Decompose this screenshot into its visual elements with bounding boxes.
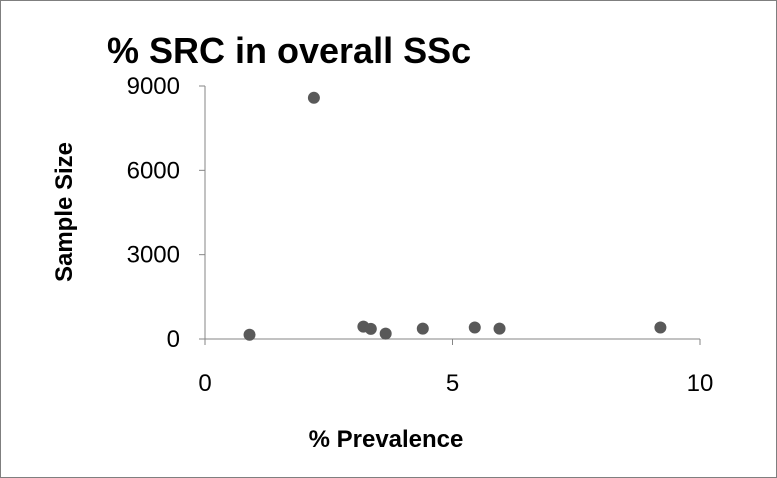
y-tick-label: 6000 <box>127 157 180 184</box>
y-axis-title: Sample Size <box>51 142 78 282</box>
x-tick-label: 10 <box>687 370 714 397</box>
data-point <box>493 322 506 335</box>
x-tick-label: 0 <box>198 370 211 397</box>
y-tick-label: 3000 <box>127 242 180 269</box>
chart-title: % SRC in overall SSc <box>107 30 472 71</box>
data-point <box>416 322 429 335</box>
data-point <box>468 321 481 334</box>
data-points <box>243 91 667 341</box>
y-tick-label: 9000 <box>127 73 180 100</box>
data-point <box>379 327 392 340</box>
data-point <box>307 91 320 104</box>
axes: 0 3000 6000 9000 0 5 10 <box>127 73 714 397</box>
x-tick-label: 5 <box>446 370 459 397</box>
data-point <box>243 328 256 341</box>
data-point <box>364 322 377 335</box>
y-tick-label: 0 <box>167 326 180 353</box>
data-point <box>654 321 667 334</box>
x-axis-title: % Prevalence <box>309 426 464 453</box>
